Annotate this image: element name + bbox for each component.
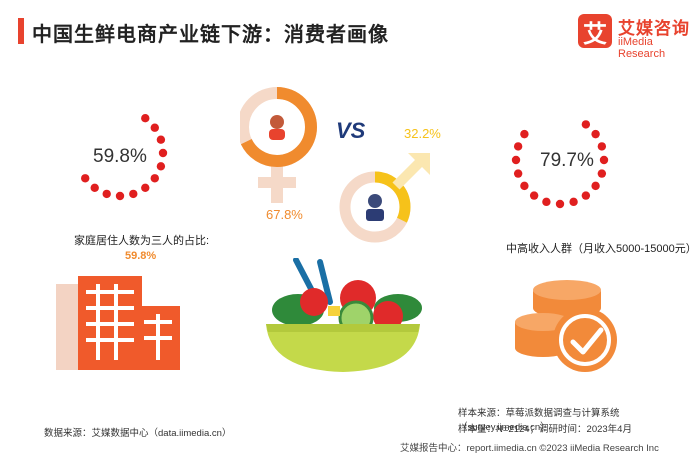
ring-dot	[529, 191, 539, 200]
ring-dot	[555, 199, 565, 209]
female-value-label: 67.8%	[266, 207, 303, 222]
data-source-left: 数据来源：艾媒数据中心（data.iimedia.cn）	[44, 428, 232, 439]
ring-dot	[599, 155, 609, 165]
ring-dot	[81, 174, 90, 183]
logo-cn-text: 艾媒咨询	[618, 19, 690, 38]
male-share-arc	[339, 171, 411, 243]
gender-chart	[240, 87, 430, 243]
household-value-label: 59.8%	[125, 250, 157, 262]
ring-dot	[513, 142, 523, 151]
building-icon	[56, 276, 180, 370]
ring-dot	[129, 189, 138, 199]
ring-dot	[150, 174, 159, 183]
page-title: 中国生鲜电商产业链下游：消费者画像	[32, 24, 389, 46]
income-center-value: 79.7%	[540, 150, 594, 171]
ring-dot	[141, 114, 150, 123]
salad-bowl-icon	[266, 258, 422, 372]
ring-dot	[150, 123, 159, 132]
household-center-value: 59.8%	[93, 146, 147, 167]
ring-dot	[156, 135, 166, 144]
ring-dot	[542, 197, 551, 207]
income-dot-ring	[511, 120, 609, 209]
iimedia-logo-icon: 艾	[578, 14, 612, 48]
ring-dot	[591, 181, 600, 191]
ring-dot	[581, 191, 591, 200]
vs-label: VS	[336, 118, 366, 143]
ring-dot	[158, 148, 168, 158]
title-accent-bar	[18, 18, 24, 44]
dot-ring-left-dots	[81, 114, 168, 201]
coins-icon	[515, 280, 617, 372]
ring-dot	[597, 142, 607, 151]
female-share-arc	[240, 87, 317, 167]
logo-en-text: iiMedia Research	[618, 36, 666, 60]
male-symbol-icon	[339, 153, 430, 243]
ring-dot	[156, 162, 166, 171]
household-label: 家庭居住人数为三人的占比:	[74, 235, 210, 247]
male-value-label: 32.2%	[404, 126, 441, 141]
female-symbol-icon	[240, 87, 317, 203]
ring-dot	[520, 181, 529, 191]
ring-dot	[102, 189, 111, 199]
ring-dot	[569, 197, 578, 207]
ring-dot	[591, 129, 600, 139]
ring-dot	[115, 191, 125, 201]
income-label: 中高收入人群（月收入5000-15000元）	[506, 243, 697, 255]
ring-dot	[511, 155, 521, 165]
household-dot-ring	[81, 114, 168, 201]
footer-text: 艾媒报告中心：report.iimedia.cn ©2023 iiMedia R…	[400, 443, 659, 454]
sample-source: 样本来源：草莓派数据调查与计算系统（survey.iimedia.cn）	[458, 408, 620, 433]
ring-dot	[597, 169, 607, 178]
ring-dot	[90, 183, 99, 192]
sample-size: 样本量：N=2124；调研时间：2023年4月	[458, 424, 632, 435]
ring-dot	[581, 120, 591, 129]
ring-dot	[520, 129, 529, 139]
ring-dot	[513, 169, 523, 178]
ring-dot	[141, 183, 150, 192]
dot-ring-right-dots	[511, 120, 609, 209]
